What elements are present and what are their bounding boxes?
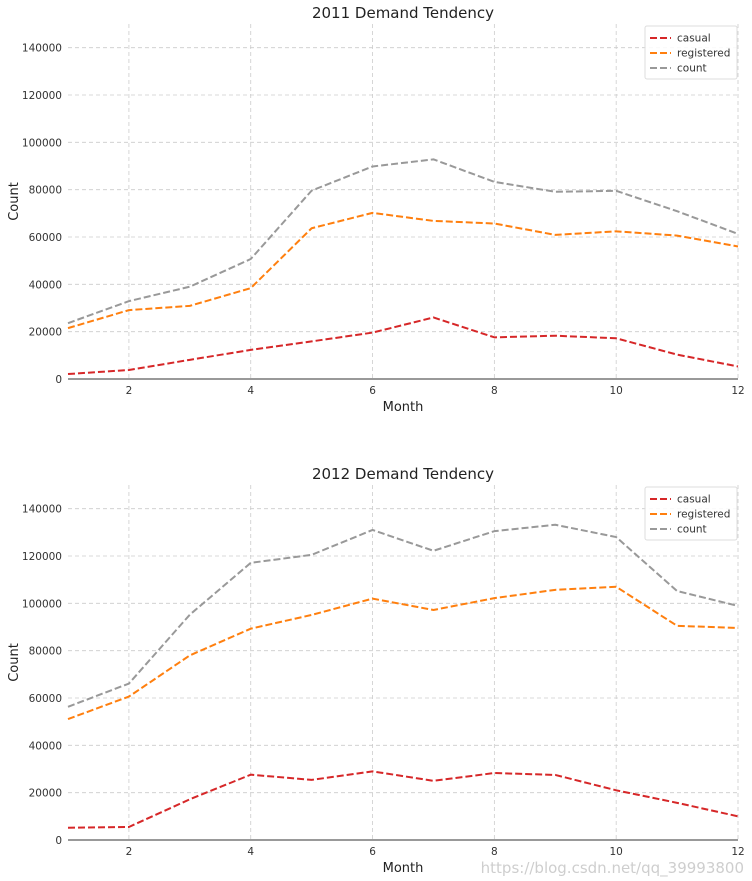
x-tick-label: 2 xyxy=(126,846,133,858)
chart-title: 2012 Demand Tendency xyxy=(312,465,494,483)
series-line-count xyxy=(67,158,739,325)
y-tick-label: 100000 xyxy=(22,137,62,149)
legend-box xyxy=(644,25,738,80)
series-line-registered xyxy=(67,211,739,330)
legend-label-count: count xyxy=(677,63,707,75)
x-axis-label: Month xyxy=(383,400,424,415)
y-tick-label: 140000 xyxy=(22,43,62,55)
x-tick-label: 12 xyxy=(731,385,744,397)
x-tick-label: 10 xyxy=(609,846,622,858)
x-axis-label: Month xyxy=(383,861,424,876)
y-tick-label: 80000 xyxy=(29,185,62,197)
y-tick-label: 40000 xyxy=(29,279,62,291)
legend-label-registered: registered xyxy=(677,48,730,60)
y-axis-label: Count xyxy=(7,643,22,682)
x-tick-label: 8 xyxy=(491,846,498,858)
x-tick-label: 6 xyxy=(369,846,376,858)
y-tick-label: 40000 xyxy=(29,740,62,752)
y-tick-label: 0 xyxy=(55,374,62,386)
x-tick-label: 2 xyxy=(126,385,133,397)
chart-2: 0 20000 40000 60000 80000 100000 120000 140000 2… xyxy=(7,465,745,876)
y-tick-label: 0 xyxy=(55,835,62,847)
watermark: https://blog.csdn.net/qq_39993800 xyxy=(480,859,744,877)
legend-label-casual: casual xyxy=(677,494,711,506)
series-line-count xyxy=(67,523,739,708)
y-tick-label: 20000 xyxy=(29,327,62,339)
legend: casual registered count xyxy=(644,486,738,541)
legend: casual registered count xyxy=(644,25,738,80)
y-tick-label: 120000 xyxy=(22,551,62,563)
series-line-casual xyxy=(67,770,739,829)
y-tick-label: 80000 xyxy=(29,646,62,658)
y-tick-label: 60000 xyxy=(29,232,62,244)
legend-label-count: count xyxy=(677,524,707,536)
y-tick-label: 20000 xyxy=(29,788,62,800)
x-tick-label: 4 xyxy=(247,846,254,858)
chart-1: 0 20000 40000 60000 80000 100000 120000 140000 2… xyxy=(7,4,745,415)
x-tick-label: 10 xyxy=(609,385,622,397)
y-tick-label: 100000 xyxy=(22,598,62,610)
y-axis-label: Count xyxy=(7,182,22,221)
x-tick-label: 12 xyxy=(731,846,744,858)
chart-title: 2011 Demand Tendency xyxy=(312,4,494,22)
legend-label-registered: registered xyxy=(677,509,730,521)
series-line-casual xyxy=(67,316,739,376)
legend-label-casual: casual xyxy=(677,33,711,45)
x-tick-label: 4 xyxy=(247,385,254,397)
legend-box xyxy=(644,486,738,541)
y-tick-label: 140000 xyxy=(22,504,62,516)
y-tick-label: 60000 xyxy=(29,693,62,705)
x-tick-label: 6 xyxy=(369,385,376,397)
y-tick-label: 120000 xyxy=(22,90,62,102)
x-tick-label: 8 xyxy=(491,385,498,397)
series-line-registered xyxy=(67,585,739,720)
